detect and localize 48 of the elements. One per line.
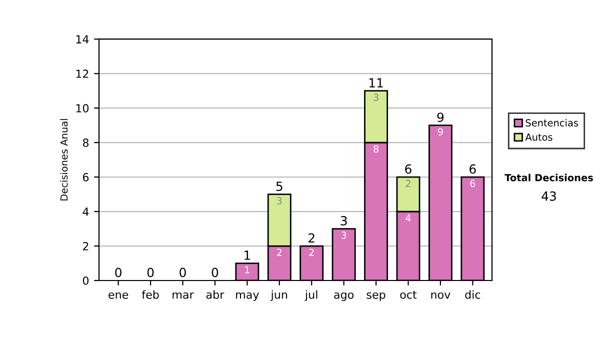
data-label: 2: [406, 180, 410, 188]
x-tick-label: dic: [465, 290, 480, 299]
data-label: 4: [406, 214, 411, 222]
x-tick-label: mar: [172, 292, 194, 299]
data-label: 2: [309, 248, 314, 256]
y-tick-label: 6: [82, 173, 89, 182]
total-label: 0: [180, 268, 186, 278]
text: 43: [542, 191, 556, 201]
total-label: 0: [147, 268, 154, 278]
total-label: 5: [276, 182, 282, 191]
data-label: 8: [374, 145, 378, 153]
total-label: 9: [437, 112, 444, 122]
total-label: 3: [340, 216, 347, 226]
data-label: 1: [245, 266, 250, 274]
data-label: 2: [277, 248, 282, 256]
total-label: 6: [470, 164, 476, 174]
data-label: 6: [470, 180, 476, 188]
y-tick-label: 2: [83, 242, 88, 250]
x-tick-label: nov: [431, 292, 450, 299]
y-tick-label: 10: [76, 104, 89, 112]
total-label: 0: [212, 268, 218, 278]
x-tick-label: jun: [270, 290, 288, 301]
total-label: 0: [115, 268, 122, 278]
legend-label: Autos: [525, 134, 552, 141]
total-label: 1: [244, 250, 250, 260]
data-label: 9: [438, 128, 443, 136]
y-tick-label: 8: [82, 138, 89, 147]
x-tick-label: sep: [366, 292, 386, 301]
data-label: 3: [341, 232, 346, 239]
y-axis-title: Decisiones Anual: [60, 119, 68, 200]
text: Total Decisiones: [504, 174, 593, 182]
x-tick-label: may: [236, 292, 259, 301]
x-tick-label: jul: [304, 290, 318, 301]
y-tick-label: 12: [76, 70, 88, 78]
legend-label: Sentencias: [526, 118, 578, 127]
x-tick-label: abr: [206, 290, 224, 299]
data-label: 3: [277, 197, 282, 204]
x-tick-label: ago: [334, 292, 354, 301]
y-tick-label: 4: [82, 208, 89, 216]
y-tick-label: 0: [82, 276, 89, 285]
total-label: 6: [405, 164, 412, 174]
total-label: 2: [308, 233, 314, 243]
x-tick-label: feb: [142, 290, 159, 299]
x-tick-label: oct: [400, 290, 417, 299]
x-tick-label: ene: [108, 292, 128, 299]
data-label: 3: [374, 94, 378, 101]
y-tick-label: 14: [76, 35, 89, 44]
total-label: 11: [369, 78, 383, 88]
